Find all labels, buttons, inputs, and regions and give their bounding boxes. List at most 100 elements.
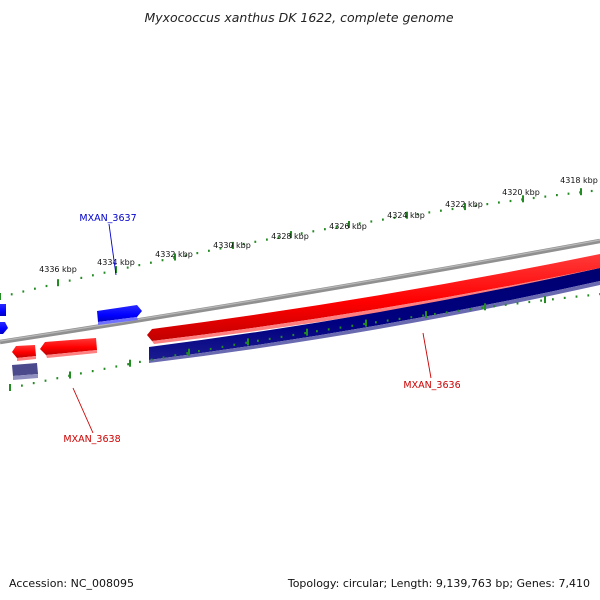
- outer-minor-tick: [300, 232, 303, 235]
- outer-minor-tick: [312, 230, 315, 233]
- outer-minor-tick: [509, 199, 512, 203]
- outer-minor-tick: [126, 266, 129, 269]
- inner-minor-tick: [209, 347, 212, 351]
- accession-text: Accession: NC_008095: [9, 577, 134, 590]
- feature-red-small[interactable]: [12, 345, 36, 358]
- inner-minor-tick: [21, 384, 23, 387]
- tick-label-4322: 4322 kbp: [445, 200, 483, 209]
- tick-label-4334: 4334 kbp: [97, 258, 135, 267]
- inner-minor-tick: [386, 319, 389, 322]
- feature-blue-edge-2[interactable]: [0, 322, 8, 334]
- outer-minor-tick: [428, 211, 431, 214]
- inner-minor-tick: [174, 354, 177, 357]
- inner-minor-tick: [327, 328, 330, 331]
- inner-minor-tick: [504, 303, 507, 306]
- inner-major-tick: [129, 359, 131, 367]
- inner-minor-tick: [257, 339, 259, 342]
- inner-minor-tick: [162, 356, 165, 359]
- gene-label-mxan-3636[interactable]: MXAN_3636: [403, 380, 460, 391]
- tick-label-4324: 4324 kbp: [387, 211, 425, 220]
- leader-mxan-3636: [422, 332, 432, 379]
- outer-major-tick: [522, 195, 524, 203]
- inner-minor-tick: [304, 332, 306, 335]
- inner-major-tick: [306, 328, 308, 336]
- feature-forward-long-shadow: [152, 268, 600, 344]
- inner-minor-tick: [457, 309, 460, 312]
- outer-major-tick: [348, 221, 350, 228]
- outer-minor-tick: [161, 259, 164, 262]
- feature-mxan-3638[interactable]: [40, 338, 97, 355]
- feature-reverse-long[interactable]: [149, 268, 600, 360]
- outer-minor-tick: [138, 264, 141, 267]
- outer-minor-tick: [370, 220, 373, 223]
- inner-minor-tick: [44, 379, 47, 382]
- tick-label-4318: 4318 kbp: [560, 176, 598, 185]
- outer-minor-tick: [196, 252, 199, 255]
- inner-minor-tick: [316, 330, 318, 333]
- gene-label-mxan-3638[interactable]: MXAN_3638: [63, 434, 120, 445]
- outer-minor-tick: [242, 242, 245, 246]
- outer-major-tick: [0, 293, 1, 300]
- tick-label-4336: 4336 kbp: [39, 265, 77, 274]
- outer-minor-tick: [254, 240, 257, 243]
- inner-major-tick: [188, 348, 190, 356]
- inner-minor-tick: [434, 312, 436, 316]
- inner-minor-tick: [398, 317, 401, 320]
- outer-minor-tick: [590, 189, 593, 193]
- outer-minor-tick: [150, 261, 152, 264]
- outer-minor-tick: [382, 218, 384, 221]
- inner-major-tick: [484, 303, 486, 311]
- inner-minor-tick: [221, 345, 224, 348]
- inner-minor-tick: [422, 314, 424, 317]
- inner-minor-tick: [127, 363, 129, 366]
- inner-minor-tick: [139, 360, 141, 363]
- inner-minor-tick: [363, 322, 365, 326]
- inner-minor-tick: [32, 382, 35, 385]
- outer-minor-tick: [486, 203, 489, 206]
- inner-minor-tick: [245, 341, 247, 344]
- outer-minor-tick: [393, 216, 396, 219]
- feature-forward-long[interactable]: [147, 254, 600, 341]
- feature-mxan-3638-shadow: [46, 350, 97, 358]
- inner-minor-tick: [481, 306, 483, 309]
- outer-minor-tick: [556, 194, 558, 197]
- outer-minor-tick: [266, 238, 268, 241]
- feature-navy-small[interactable]: [12, 363, 38, 376]
- outer-minor-tick: [324, 228, 326, 231]
- outer-minor-tick: [416, 213, 419, 216]
- inner-major-tick: [9, 384, 11, 391]
- outer-minor-tick: [10, 293, 13, 296]
- inner-major-tick: [425, 311, 427, 319]
- tick-label-4332: 4332 kbp: [155, 250, 193, 259]
- outer-major-tick: [580, 188, 582, 196]
- inner-minor-tick: [552, 298, 554, 301]
- outer-minor-tick: [474, 204, 477, 207]
- outer-minor-tick: [80, 276, 83, 279]
- inner-minor-tick: [540, 299, 542, 302]
- inner-minor-tick: [339, 326, 342, 329]
- inner-major-tick: [69, 371, 71, 379]
- outer-major-tick: [406, 211, 408, 219]
- inner-minor-tick: [233, 343, 236, 346]
- inner-minor-tick: [563, 296, 566, 299]
- outer-tick-ring: [0, 188, 593, 300]
- outer-minor-tick: [532, 196, 535, 200]
- inner-minor-tick: [469, 308, 472, 311]
- outer-minor-tick: [92, 274, 94, 277]
- outer-minor-tick: [277, 236, 280, 239]
- outer-minor-tick: [440, 209, 442, 212]
- inner-minor-tick: [351, 324, 354, 327]
- outer-minor-tick: [358, 222, 361, 225]
- gene-label-mxan-3637[interactable]: MXAN_3637: [79, 213, 136, 224]
- tick-label-4330: 4330 kbp: [213, 241, 251, 250]
- inner-minor-tick: [56, 377, 59, 380]
- outer-major-tick: [57, 279, 59, 287]
- feature-navy-small-shadow: [13, 374, 38, 380]
- feature-blue-edge-1[interactable]: [0, 304, 6, 316]
- feature-mxan-3637[interactable]: [97, 305, 142, 322]
- outer-minor-tick: [22, 290, 25, 293]
- inner-minor-tick: [445, 311, 448, 314]
- outer-minor-tick: [544, 195, 547, 198]
- inner-minor-tick: [410, 316, 413, 319]
- inner-major-tick: [544, 296, 546, 304]
